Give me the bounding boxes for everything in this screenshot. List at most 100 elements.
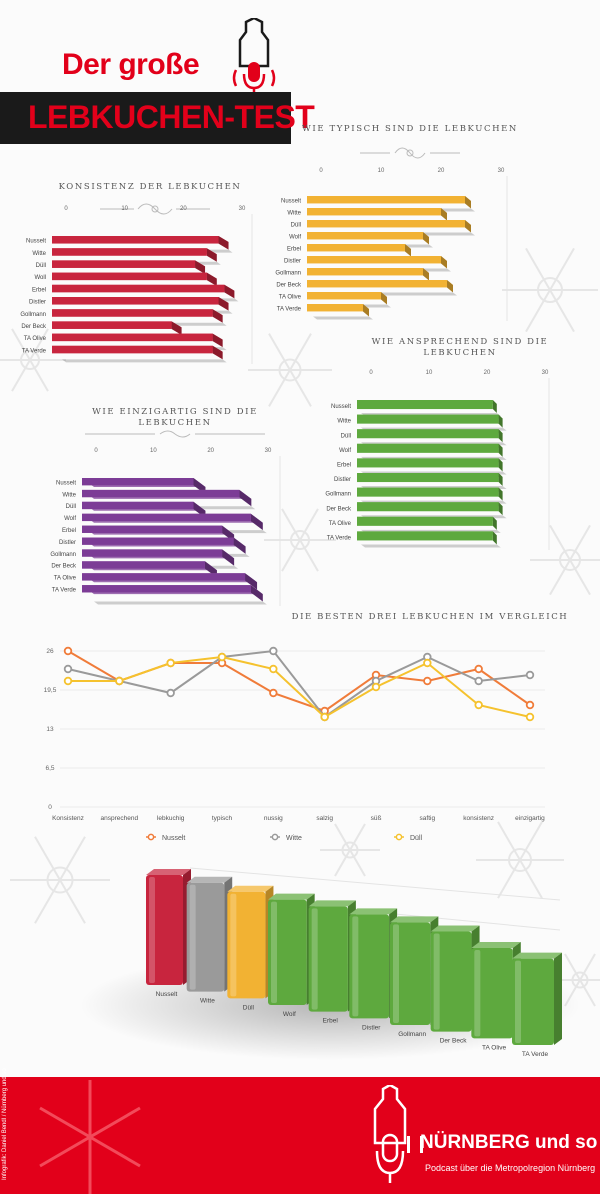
category-label: Gollmann [50,552,76,558]
footer-brand: NÜRNBERG und so [420,1132,598,1153]
ornament-divider [360,147,460,159]
bar-end [405,244,411,257]
grid-line [189,867,561,901]
bar-end [206,248,217,262]
snowflake-core [559,549,581,571]
column-label: Düll [243,1004,255,1011]
category-label: Erbel [337,462,351,468]
snowflake-core [508,848,532,872]
bar-end [239,489,252,507]
category-label: Der Beck [326,506,352,512]
x-tick-label: salzig [316,815,333,822]
series-point [320,712,329,722]
snowflake-arm [281,508,319,572]
category-label: Nusselt [56,480,76,486]
column [268,899,307,1005]
column-label: Erbel [323,1018,339,1025]
category-label: Nusselt [281,198,301,204]
footer-credit: Infografik: Daniel Bendl / Nürnberg und … [2,1068,8,1180]
bar-shadow [313,316,373,320]
column-highlight [474,949,481,1037]
category-label: Der Beck [51,564,77,570]
snowflake-core [571,971,589,989]
bar [357,487,499,497]
legend-marker [147,833,155,841]
bar [82,513,251,522]
category-label: Der Beck [276,282,302,288]
column-highlight [352,916,359,1017]
x-tick-label: 10 [426,370,433,376]
footer-podcast-logo-icon [373,1085,407,1183]
x-tick-label: lebkuchig [157,815,185,822]
column [512,958,554,1045]
y-tick-label: 26 [46,648,54,655]
snowflake-arm [497,821,543,899]
column [430,931,472,1032]
x-tick-label: süß [371,815,382,822]
series-point [166,658,175,668]
x-tick-label: 10 [378,168,385,174]
bar-end [492,516,497,530]
x-tick-label: einzigartig [515,815,545,822]
bar-shadow [62,359,227,363]
category-label: Nusselt [26,239,46,245]
footer-snowflake-icon [39,1080,141,1194]
column-top [471,941,521,948]
x-tick-label: 30 [265,448,272,454]
column [390,922,431,1025]
x-tick-label: 30 [542,370,549,376]
podcast-logo-icon [232,18,276,92]
bar [52,272,207,281]
x-tick-label: 0 [369,370,373,376]
snowflake-arm [268,333,312,407]
chart-title-typisch: WIE TYPISCH SIND DIE LEBKUCHEN [302,124,518,134]
bar [82,549,223,557]
bar-end [465,196,471,209]
series-point [474,664,483,674]
bar [307,208,441,216]
snowflake-core [46,866,74,894]
bar [357,531,493,541]
snowflake-core [537,277,563,303]
x-tick-label: saftig [420,815,436,822]
column-label: Witte [200,998,215,1005]
ornament-divider [85,430,265,438]
bar-end [206,272,217,287]
bar-end [498,473,503,487]
x-tick-label: 10 [150,448,157,454]
category-label: Distler [284,258,301,264]
bar [52,284,225,293]
bar [357,443,499,453]
bar [52,248,207,256]
category-label: TA Verde [52,587,77,593]
column-highlight [189,884,196,990]
bar-end [224,284,235,299]
bar-end [465,220,471,233]
x-tick-label: ansprechend [101,815,139,822]
footer-banner [0,1077,600,1194]
bar-end [492,531,497,545]
column-top [186,876,233,883]
series-point [525,712,535,722]
x-tick-label: 20 [484,370,491,376]
x-tick-label: typisch [212,815,233,822]
snowflake-arm [34,836,86,924]
y-tick-label: 19,5 [44,687,57,694]
category-label: Wolf [339,448,351,454]
category-label: Distler [29,300,46,306]
bar [307,244,405,252]
y-tick-label: 0 [48,804,52,811]
snowflake-arm [334,823,366,877]
chart-title-einzigartig-line2: LEBKUCHEN [138,418,212,428]
bar-end [423,232,429,245]
category-label: TA Olive [279,294,302,300]
chart-title-vergleich: DIE BESTEN DREI LEBKUCHEN IM VERGLEICH [291,612,569,622]
column-highlight [271,901,277,1003]
category-label: Witte [287,210,301,216]
bar [307,292,381,300]
bar-end [250,513,263,531]
bar-end [498,443,503,457]
